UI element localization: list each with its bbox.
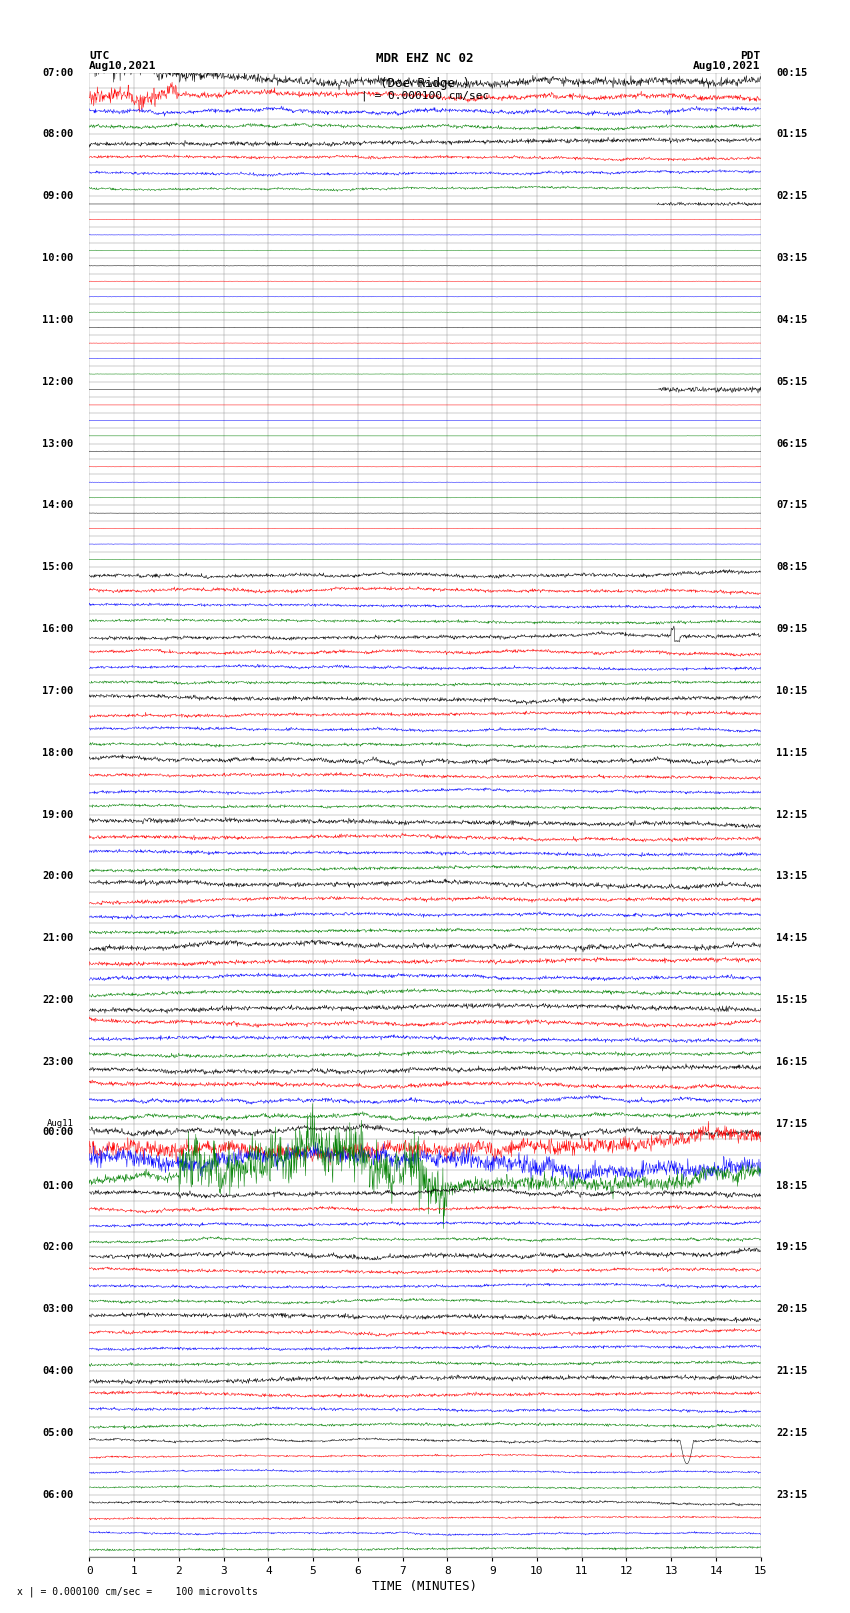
Text: 19:15: 19:15	[776, 1242, 808, 1252]
Text: 02:15: 02:15	[776, 192, 808, 202]
Text: 03:15: 03:15	[776, 253, 808, 263]
Text: 13:15: 13:15	[776, 871, 808, 881]
Text: 13:00: 13:00	[42, 439, 74, 448]
Text: 16:00: 16:00	[42, 624, 74, 634]
Text: 17:00: 17:00	[42, 686, 74, 695]
Text: 23:15: 23:15	[776, 1490, 808, 1500]
Text: 09:00: 09:00	[42, 192, 74, 202]
Text: (Doe Ridge ): (Doe Ridge )	[380, 77, 470, 90]
Text: 21:15: 21:15	[776, 1366, 808, 1376]
Text: 14:15: 14:15	[776, 934, 808, 944]
Text: 12:15: 12:15	[776, 810, 808, 819]
Text: 18:00: 18:00	[42, 748, 74, 758]
Text: 11:00: 11:00	[42, 315, 74, 324]
Text: 10:15: 10:15	[776, 686, 808, 695]
Text: 00:15: 00:15	[776, 68, 808, 77]
Text: 04:15: 04:15	[776, 315, 808, 324]
Text: PDT: PDT	[740, 52, 761, 61]
Text: 21:00: 21:00	[42, 934, 74, 944]
Text: 22:00: 22:00	[42, 995, 74, 1005]
Text: 08:15: 08:15	[776, 563, 808, 573]
Text: 08:00: 08:00	[42, 129, 74, 139]
Text: 19:00: 19:00	[42, 810, 74, 819]
Text: 05:00: 05:00	[42, 1428, 74, 1437]
Text: 01:00: 01:00	[42, 1181, 74, 1190]
Text: 03:00: 03:00	[42, 1305, 74, 1315]
Text: Aug10,2021: Aug10,2021	[89, 61, 156, 71]
Text: 22:15: 22:15	[776, 1428, 808, 1437]
Text: 06:00: 06:00	[42, 1490, 74, 1500]
Text: 02:00: 02:00	[42, 1242, 74, 1252]
Text: MDR EHZ NC 02: MDR EHZ NC 02	[377, 52, 473, 65]
Text: 20:15: 20:15	[776, 1305, 808, 1315]
Text: 17:15: 17:15	[776, 1119, 808, 1129]
Text: Aug10,2021: Aug10,2021	[694, 61, 761, 71]
Text: Aug11: Aug11	[47, 1119, 74, 1127]
Text: 14:00: 14:00	[42, 500, 74, 510]
Text: 09:15: 09:15	[776, 624, 808, 634]
Text: 12:00: 12:00	[42, 377, 74, 387]
Text: 05:15: 05:15	[776, 377, 808, 387]
Text: | = 0.000100 cm/sec: | = 0.000100 cm/sec	[361, 90, 489, 102]
Text: 07:00: 07:00	[42, 68, 74, 77]
Text: 11:15: 11:15	[776, 748, 808, 758]
Text: 06:15: 06:15	[776, 439, 808, 448]
Text: 16:15: 16:15	[776, 1057, 808, 1066]
Text: x | = 0.000100 cm/sec =    100 microvolts: x | = 0.000100 cm/sec = 100 microvolts	[17, 1586, 258, 1597]
Text: 15:00: 15:00	[42, 563, 74, 573]
Text: 10:00: 10:00	[42, 253, 74, 263]
X-axis label: TIME (MINUTES): TIME (MINUTES)	[372, 1579, 478, 1592]
Text: 00:00: 00:00	[42, 1127, 74, 1137]
Text: UTC: UTC	[89, 52, 110, 61]
Text: 18:15: 18:15	[776, 1181, 808, 1190]
Text: 23:00: 23:00	[42, 1057, 74, 1066]
Text: 15:15: 15:15	[776, 995, 808, 1005]
Text: 20:00: 20:00	[42, 871, 74, 881]
Text: 01:15: 01:15	[776, 129, 808, 139]
Text: 04:00: 04:00	[42, 1366, 74, 1376]
Text: 07:15: 07:15	[776, 500, 808, 510]
